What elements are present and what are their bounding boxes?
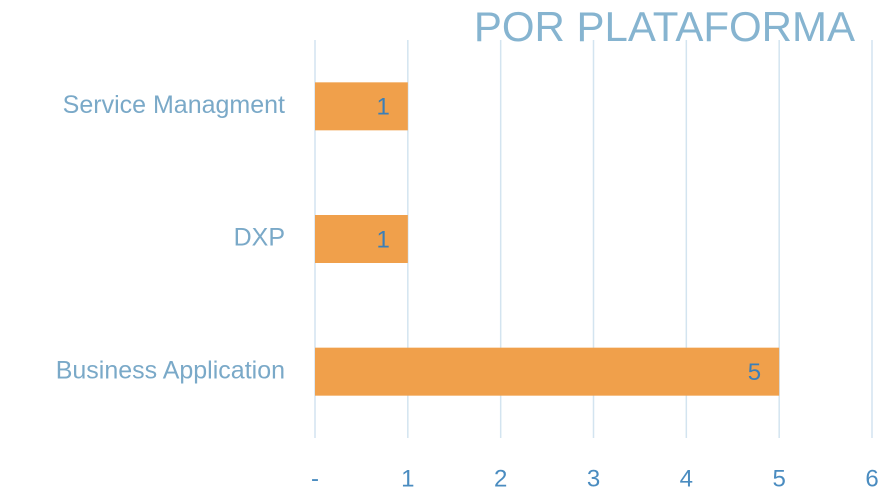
x-tick-label: 2 (494, 465, 507, 492)
bar (315, 82, 408, 131)
data-label: 5 (748, 359, 761, 386)
y-tick-label: Business Application (56, 356, 285, 384)
x-tick-label: 1 (401, 465, 414, 492)
bar (315, 347, 780, 396)
x-tick-label: - (311, 465, 319, 492)
data-label: 1 (376, 94, 389, 121)
data-label: 1 (376, 226, 389, 253)
chart-title: POR PLATAFORMA (474, 3, 855, 50)
y-tick-label: Service Managment (63, 91, 285, 119)
y-tick-label: DXP (234, 224, 285, 252)
bar (315, 215, 408, 263)
x-tick-label: 6 (865, 465, 878, 492)
x-tick-label: 3 (587, 465, 600, 492)
x-tick-label: 4 (680, 465, 693, 492)
x-tick-label: 5 (772, 465, 785, 492)
